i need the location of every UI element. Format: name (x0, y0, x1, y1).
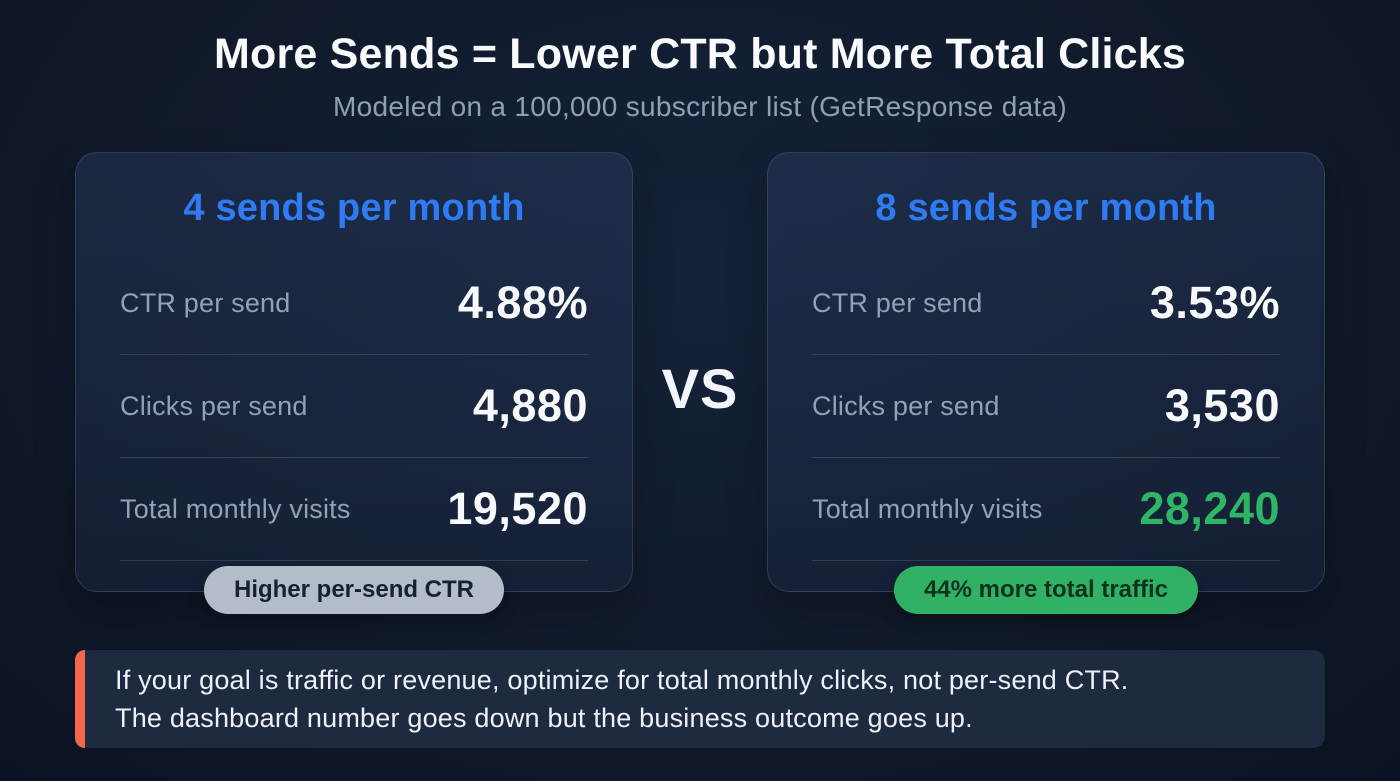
metric-label: Total monthly visits (812, 493, 1043, 524)
page-title: More Sends = Lower CTR but More Total Cl… (213, 30, 1187, 78)
callout-line-1: If your goal is traffic or revenue, opti… (115, 664, 1129, 695)
metric-value: 4.88% (457, 277, 588, 328)
vs-label: VS (661, 357, 739, 420)
card-4-sends-per-month: 4 sends per month CTR per send 4.88% Cli… (75, 152, 633, 614)
metric-row-ctr-per-send: CTR per send 4.88% (120, 252, 588, 355)
metric-label: CTR per send (812, 287, 983, 318)
card-heading-4-sends: 4 sends per month (183, 187, 525, 229)
page-subtitle: Modeled on a 100,000 subscriber list (Ge… (332, 91, 1068, 122)
callout-accent-bar (75, 650, 85, 748)
metric-value: 3.53% (1149, 277, 1280, 328)
card-heading-8-sends: 8 sends per month (875, 187, 1217, 229)
callout-text: If your goal is traffic or revenue, opti… (115, 661, 1129, 738)
metric-value: 19,520 (447, 483, 588, 534)
metric-row-clicks-per-send: Clicks per send 3,530 (812, 355, 1280, 458)
metric-value: 3,530 (1164, 380, 1280, 431)
metric-value-highlighted: 28,240 (1139, 483, 1280, 534)
metric-label: Total monthly visits (120, 493, 351, 524)
more-traffic-badge: 44% more total traffic (893, 566, 1199, 614)
metric-label: CTR per send (120, 287, 291, 318)
insight-callout: If your goal is traffic or revenue, opti… (75, 650, 1325, 748)
metric-row-ctr-per-send: CTR per send 3.53% (812, 252, 1280, 355)
metric-value: 4,880 (472, 380, 588, 431)
header: More Sends = Lower CTR but More Total Cl… (0, 30, 1400, 123)
metric-label: Clicks per send (812, 390, 1000, 421)
metric-label: Clicks per send (120, 390, 308, 421)
metric-row-total-monthly-visits: Total monthly visits 19,520 (120, 458, 588, 561)
higher-ctr-badge: Higher per-send CTR (203, 566, 505, 614)
card-8-sends-per-month: 8 sends per month CTR per send 3.53% Cli… (767, 152, 1325, 614)
metric-row-total-monthly-visits: Total monthly visits 28,240 (812, 458, 1280, 561)
metric-row-clicks-per-send: Clicks per send 4,880 (120, 355, 588, 458)
callout-line-2: The dashboard number goes down but the b… (115, 703, 973, 733)
